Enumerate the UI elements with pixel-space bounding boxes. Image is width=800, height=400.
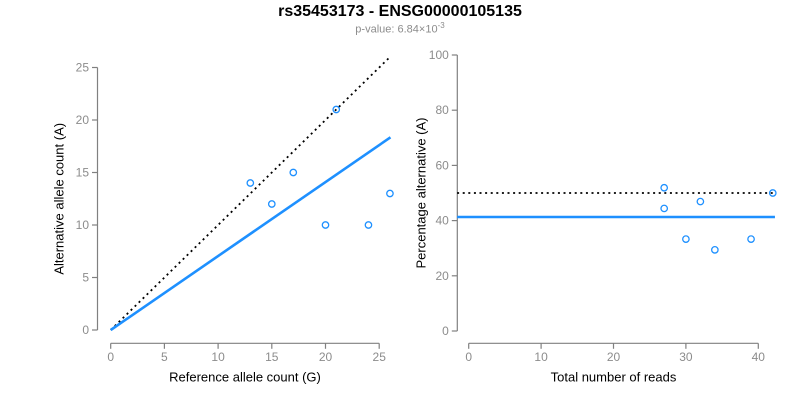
data-point [660,183,669,192]
y-tick-label: 0 [442,324,449,338]
x-tick-label: 20 [319,350,333,364]
expected-1to1-line [110,55,392,331]
x-tick-label: 5 [161,350,168,364]
data-point [267,200,276,208]
data-point [711,246,719,254]
data-point [768,189,777,197]
x-tick-label: 30 [679,350,693,364]
y-tick-label: 5 [82,271,89,285]
y-tick-label: 15 [76,166,90,180]
y-tick-label: 80 [435,103,449,117]
pvalue-text: p-value: 6.84×10 [355,23,438,36]
data-point [364,221,373,229]
pvalue-subtitle: p-value: 6.84×10-3 [0,21,800,36]
y-tick-label: 10 [76,218,90,232]
x-tick-label: 25 [373,350,387,364]
data-point [289,168,298,177]
data-point [246,179,255,187]
x-tick-label: 0 [107,350,114,364]
y-tick-label: 0 [82,323,89,337]
data-point [747,235,755,243]
x-tick-label: 10 [534,350,548,364]
y-tick-label: 100 [429,48,449,62]
y-tick-label: 20 [76,113,90,127]
pvalue-exponent: -3 [437,21,445,30]
left-y-axis-label: Alternative allele count (A) [52,123,67,275]
y-tick-label: 40 [435,214,449,228]
x-tick-label: 10 [211,350,225,364]
right-y-axis-label: Percentage alternative (A) [414,117,429,268]
percentage-plot: 0 20 40 60 80 100 0 10 20 30 40 [429,48,777,364]
y-tick-label: 60 [435,158,449,172]
data-point [386,189,394,198]
right-x-axis-label: Total number of reads [551,370,677,385]
data-point [696,197,705,206]
left-x-axis-label: Reference allele count (G) [169,370,321,385]
y-tick-label: 20 [435,269,449,283]
y-tick-label: 25 [76,61,90,75]
x-tick-label: 15 [265,350,279,364]
figure-title: rs35453173 - ENSG00000105135 [278,3,522,20]
data-point [682,235,690,243]
data-point [332,105,341,114]
x-tick-label: 0 [465,350,472,364]
data-point [660,204,669,213]
x-tick-label: 40 [752,350,766,364]
x-tick-label: 20 [607,350,621,364]
allele-count-plot: 0 5 10 15 20 25 0 5 10 15 20 25 [76,55,394,364]
fitted-ratio-line [109,136,392,332]
data-point [321,221,330,229]
